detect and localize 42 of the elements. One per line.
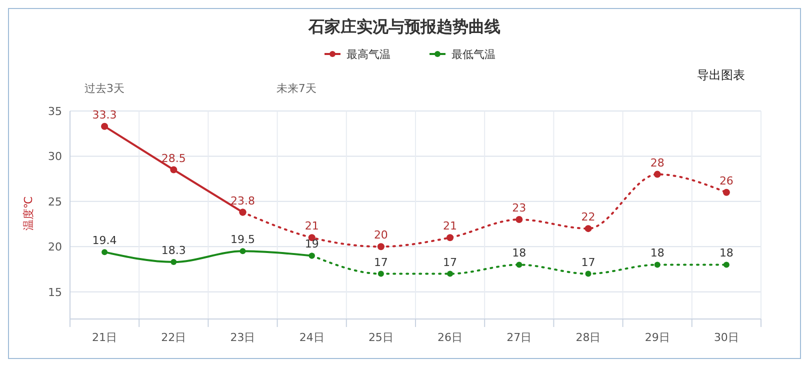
legend-label: 最低气温	[452, 48, 496, 61]
data-label: 18.3	[161, 244, 186, 258]
data-label: 19	[304, 238, 319, 251]
data-label: 22	[581, 210, 596, 224]
data-label: 17	[443, 256, 458, 269]
y-tick-label: 15	[48, 286, 62, 299]
y-tick-label: 20	[48, 240, 62, 254]
data-label: 17	[374, 256, 388, 269]
x-tick-label: 22日	[161, 331, 186, 344]
chart-title: 石家庄实况与预报趋势曲线	[308, 17, 500, 36]
x-tick-label: 29日	[644, 331, 670, 344]
data-label: 18	[719, 246, 734, 260]
data-label: 18	[650, 246, 664, 260]
x-tick-label: 24日	[299, 331, 324, 344]
x-tick-label: 30日	[714, 331, 739, 344]
data-label: 28.5	[161, 152, 186, 165]
data-label: 19.5	[230, 233, 255, 246]
data-label: 23.8	[230, 194, 255, 208]
text: 导出图表	[697, 68, 745, 82]
data-label: 20	[374, 228, 388, 242]
data-label: 26	[719, 174, 734, 188]
data-label: 17	[581, 256, 596, 269]
text: 未来7天	[276, 82, 316, 95]
y-tick-label: 25	[48, 195, 62, 208]
x-tick-label: 21日	[92, 331, 118, 344]
x-tick-label: 28日	[576, 331, 601, 344]
data-label: 19.4	[92, 234, 117, 248]
data-label: 21	[304, 220, 319, 233]
data-label: 28	[650, 156, 664, 170]
x-tick-label: 27日	[506, 331, 532, 344]
y-tick-label: 35	[48, 105, 62, 118]
legend-label: 最高气温	[346, 48, 390, 61]
data-label: 21	[443, 220, 458, 233]
x-tick-label: 25日	[368, 331, 394, 344]
data-label: 23	[512, 202, 526, 215]
x-tick-label: 23日	[230, 331, 256, 344]
y-tick-label: 30	[48, 150, 62, 164]
data-label: 33.3	[92, 108, 117, 122]
text: 过去3天	[84, 82, 125, 95]
y-axis-title: 温度℃	[22, 196, 35, 231]
x-tick-label: 26日	[438, 331, 463, 344]
data-label: 18	[512, 246, 526, 260]
